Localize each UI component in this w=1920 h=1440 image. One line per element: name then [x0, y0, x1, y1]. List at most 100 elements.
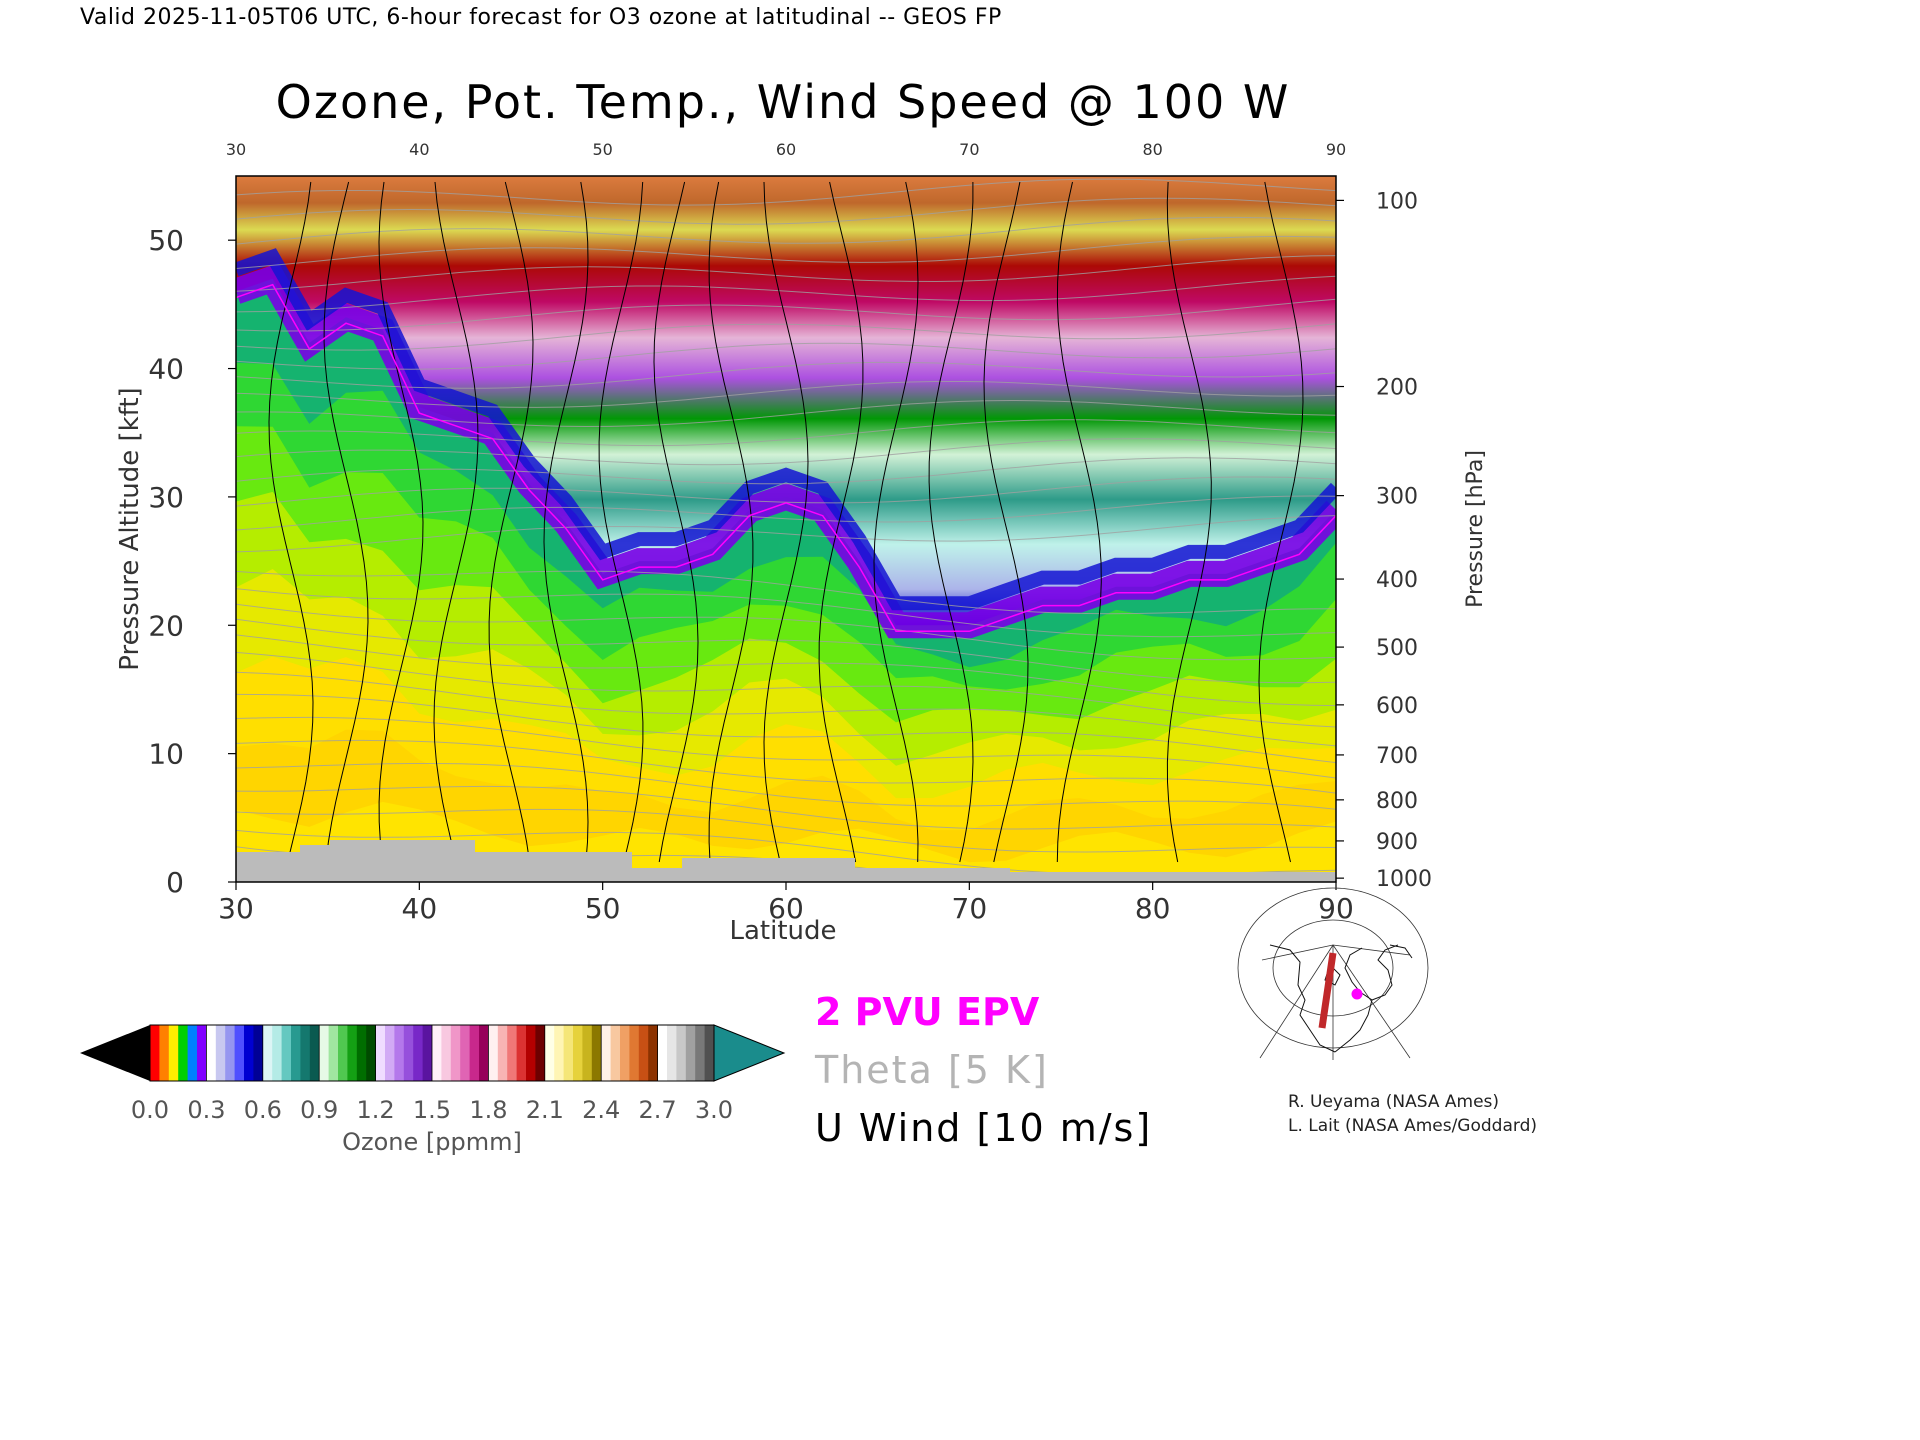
colorbar-segment	[347, 1025, 358, 1081]
colorbar-segment	[704, 1025, 715, 1081]
colorbar-over-triangle	[713, 1024, 786, 1082]
wind-contour	[983, 181, 1029, 863]
wind-contour	[543, 181, 589, 863]
wind-contour	[928, 182, 974, 863]
colorbar-segment	[554, 1025, 565, 1081]
colorbar-segment	[620, 1025, 630, 1081]
colorbar-under-triangle	[80, 1025, 150, 1081]
colorbar-segment	[206, 1025, 217, 1081]
pressure-tick-label: 800	[1376, 789, 1418, 814]
terrain-mask	[236, 840, 1336, 882]
theta-contour	[236, 588, 1336, 638]
colorbar-segment	[272, 1025, 283, 1081]
pressure-tick-label: 400	[1376, 568, 1418, 593]
colorbar-segment	[676, 1025, 687, 1081]
wind-contour	[873, 181, 919, 863]
pvu-contour	[236, 283, 1336, 633]
x-tick-label-top: 60	[776, 140, 796, 159]
wind-contour	[708, 181, 754, 863]
colorbar-segment	[319, 1025, 330, 1081]
y-tick-label: 0	[166, 866, 184, 899]
colorbar-segment	[432, 1025, 442, 1081]
colorbar-segment	[695, 1025, 706, 1081]
map-coastlines	[1269, 944, 1413, 1053]
colorbar-tick-label: 0.0	[131, 1096, 169, 1124]
colorbar-segment	[657, 1025, 668, 1081]
x-tick-label: 90	[1318, 892, 1354, 925]
colorbar-tick-label: 0.9	[300, 1096, 338, 1124]
colorbar-segment	[479, 1025, 489, 1081]
y-axis-label: Pressure Altitude [kft]	[115, 387, 145, 670]
inset-map	[1237, 887, 1429, 1060]
wind-contour	[488, 181, 534, 863]
theta-contour	[236, 515, 1336, 553]
pressure-tick-label: 900	[1376, 830, 1418, 855]
x-tick-label-top: 30	[226, 140, 246, 159]
theta-contour	[236, 361, 1336, 389]
pressure-tick-label: 700	[1376, 744, 1418, 769]
theta-contour	[236, 323, 1336, 351]
theta-contour	[236, 457, 1336, 485]
theta-contour	[236, 342, 1336, 370]
pressure-tick-label: 500	[1376, 636, 1418, 661]
colorbar-segment	[648, 1025, 659, 1081]
theta-contour	[236, 618, 1336, 684]
ozone-field	[236, 176, 1336, 882]
colorbar-segment	[375, 1025, 386, 1081]
colorbar-segments	[150, 1025, 715, 1081]
colorbar-segment	[507, 1025, 518, 1081]
x-axis-top: 30 40 50 60 70 80 90	[226, 140, 1346, 159]
tropopause-purple-band	[236, 262, 1336, 639]
y-axis-left: 0 10 20 30 40 50	[148, 224, 236, 899]
colorbar-segment	[309, 1025, 320, 1081]
pressure-tick-label: 300	[1376, 485, 1418, 510]
colorbar-segment	[591, 1025, 602, 1081]
colorbar-segment	[516, 1025, 527, 1081]
colorbar-segment	[281, 1025, 292, 1081]
wind-contour	[1258, 181, 1304, 863]
y-tick-label: 30	[148, 481, 184, 514]
theta-contour	[236, 495, 1336, 531]
colorbar-segment	[394, 1025, 405, 1081]
theta-contour	[236, 651, 1336, 728]
colorbar-tick-label: 2.4	[582, 1096, 620, 1124]
colorbar-segment	[338, 1025, 348, 1081]
colorbar-ticks: 0.0 0.3 0.6 0.9 1.2 1.5 1.8 2.1 2.4 2.7 3.0	[131, 1096, 733, 1124]
pressure-tick-label: 200	[1376, 376, 1418, 401]
wind-contour	[323, 181, 369, 863]
theta-contour	[236, 739, 1336, 794]
colorbar-segment	[300, 1025, 311, 1081]
theta-contour	[236, 671, 1336, 747]
colorbar-tick-label: 2.1	[526, 1096, 564, 1124]
wind-contour	[1056, 181, 1102, 863]
x-tick-label: 50	[585, 892, 621, 925]
colorbar-segment	[253, 1025, 264, 1081]
theta-contour	[236, 808, 1336, 853]
wind-contour	[763, 181, 809, 863]
colorbar-segment	[328, 1025, 339, 1081]
x-tick-label-top: 90	[1326, 140, 1346, 159]
x-tick-label: 40	[402, 892, 438, 925]
theta-contour	[236, 399, 1336, 428]
colorbar-segment	[422, 1025, 433, 1081]
wind-contour	[818, 181, 864, 863]
wind-contour	[378, 181, 424, 863]
colorbar-segment	[225, 1025, 236, 1081]
colorbar-segment	[629, 1025, 640, 1081]
x-tick-label-top: 40	[409, 140, 429, 159]
colorbar-segment	[197, 1025, 207, 1081]
colorbar-segment	[413, 1025, 424, 1081]
theta-contour	[236, 634, 1336, 707]
colorbar-tick-label: 0.3	[187, 1096, 225, 1124]
colorbar-label: Ozone [ppmm]	[342, 1128, 522, 1156]
map-graticule	[1237, 887, 1429, 1060]
colorbar-segment	[450, 1025, 461, 1081]
theta-contour	[236, 693, 1336, 764]
theta-contour	[236, 763, 1336, 810]
x-tick-label-top: 70	[959, 140, 979, 159]
colorbar-segment	[526, 1025, 536, 1081]
colorbar-segment	[469, 1025, 480, 1081]
theta-contour	[236, 178, 1336, 206]
theta-contour	[236, 603, 1336, 661]
